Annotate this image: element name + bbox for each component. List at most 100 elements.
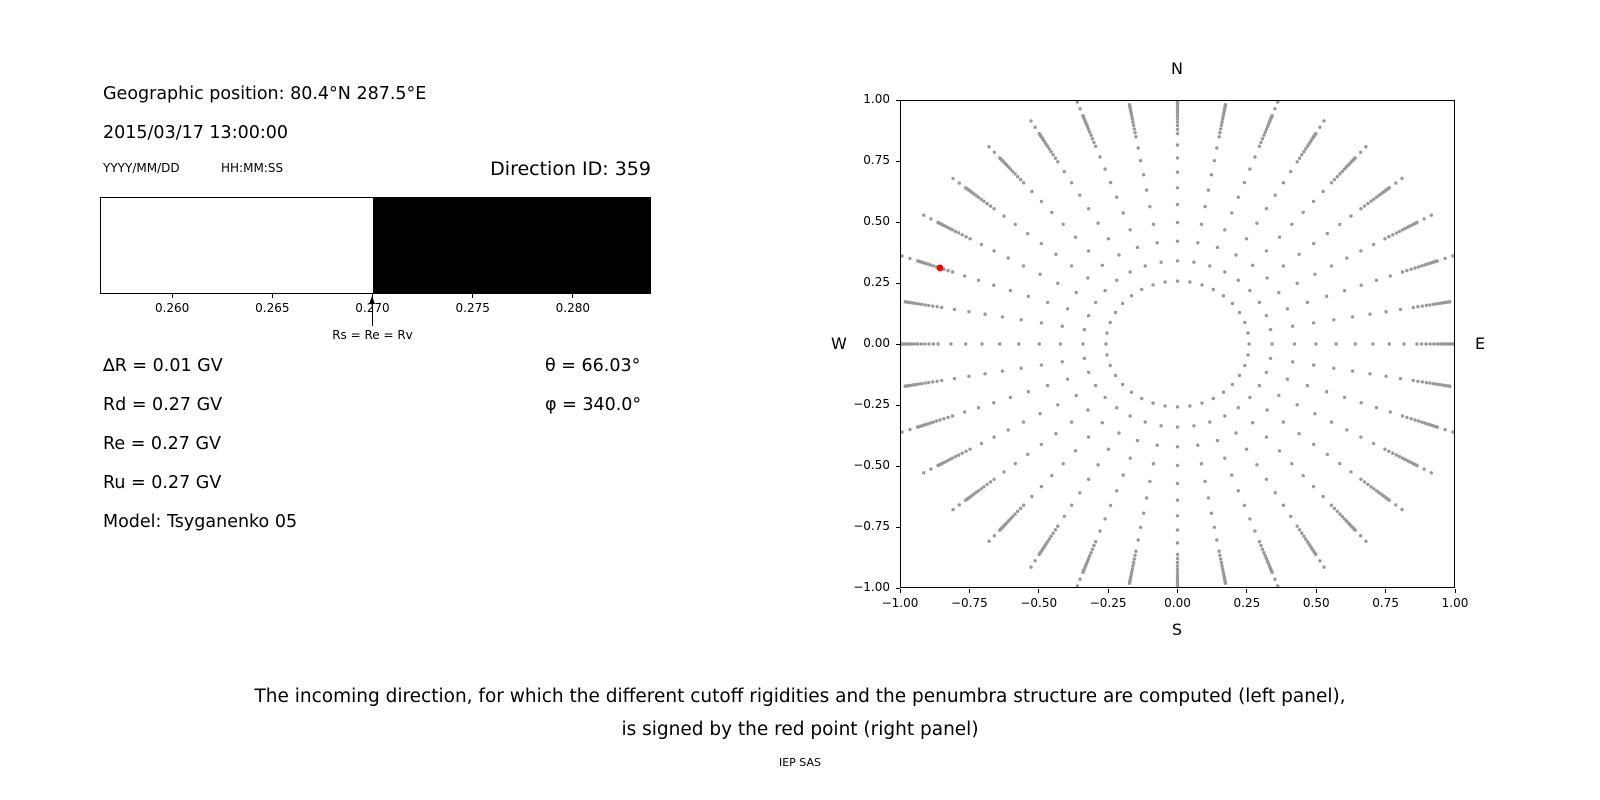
direction-dot — [1220, 120, 1224, 124]
direction-dot — [1359, 435, 1363, 439]
direction-scatter — [901, 101, 1454, 587]
direction-dot — [963, 410, 967, 414]
direction-dot — [1305, 300, 1310, 305]
direction-dot — [1127, 581, 1132, 585]
direction-dot — [1297, 252, 1301, 256]
direction-dot — [1368, 372, 1372, 376]
direction-dot — [1270, 114, 1274, 118]
direction-dot — [1313, 412, 1317, 416]
direction-dot — [1127, 103, 1132, 107]
direction-dot — [1049, 534, 1053, 538]
direction-dot — [1108, 363, 1112, 368]
direction-y-axis: 1.00 0.75 0.50 0.25 0.00 −0.25 −0.50 −0.75 −1.00 — [840, 92, 900, 594]
caption-line-1: The incoming direction, for which the di… — [254, 686, 1346, 707]
direction-dot — [1246, 331, 1250, 335]
direction-dot — [1175, 481, 1180, 486]
direction-dot — [912, 342, 917, 346]
direction-dot — [1089, 551, 1093, 555]
direction-dot — [1262, 133, 1266, 137]
direction-dot — [1251, 263, 1255, 267]
direction-dot — [1236, 278, 1240, 282]
direction-dot — [1452, 342, 1454, 346]
direction-dot — [963, 274, 967, 278]
direction-dot — [1371, 441, 1376, 446]
direction-dot — [982, 485, 986, 489]
direction-dot — [940, 378, 944, 383]
direction-dot — [1008, 395, 1013, 400]
direction-dot — [1006, 256, 1010, 260]
direction-dot — [1218, 131, 1222, 135]
direction-dot — [1082, 356, 1087, 361]
direction-dot — [1045, 383, 1050, 388]
direction-dot — [929, 217, 933, 221]
direction-dot — [1451, 430, 1454, 434]
direction-dot — [915, 342, 920, 346]
direction-dot — [1073, 449, 1078, 453]
direction-dot — [1332, 177, 1337, 182]
direction-dot — [1136, 146, 1140, 150]
direction-dot — [1098, 529, 1102, 533]
direction-dot — [1021, 264, 1026, 268]
direction-dot — [903, 384, 907, 388]
direction-dot — [1006, 428, 1010, 432]
direction-dot — [1264, 477, 1269, 481]
direction-dot — [1358, 534, 1363, 538]
direction-dot — [1215, 146, 1219, 150]
y-tick-mark — [896, 160, 900, 162]
direction-dot — [1242, 180, 1247, 185]
direction-dot — [1400, 507, 1404, 512]
direction-dot — [976, 278, 981, 282]
direction-dot — [1413, 418, 1417, 422]
direction-dot — [1422, 217, 1426, 221]
direction-dot — [916, 382, 921, 386]
direction-dot — [1394, 503, 1398, 507]
direction-dot — [1277, 393, 1281, 398]
direction-dot — [1134, 549, 1138, 553]
direction-dot — [1069, 420, 1074, 424]
direction-dot — [1432, 342, 1436, 346]
direction-dot — [1141, 173, 1146, 177]
direction-dot — [1054, 252, 1058, 256]
direction-dot — [1104, 342, 1108, 346]
direction-dot — [1397, 229, 1402, 234]
x-tick-label: −0.25 — [1089, 596, 1127, 610]
direction-dot — [936, 463, 940, 468]
direction-dot — [1234, 431, 1238, 435]
direction-dot — [1302, 150, 1306, 154]
direction-dot — [1200, 283, 1204, 287]
direction-dot — [1140, 287, 1144, 292]
direction-dot — [1285, 307, 1290, 311]
direction-dot — [979, 197, 983, 201]
direction-dot — [1248, 517, 1252, 521]
phi-value: φ = 340.0° — [545, 395, 642, 415]
direction-dot — [1429, 213, 1433, 217]
direction-dot — [979, 242, 984, 247]
direction-dot — [1345, 428, 1349, 432]
direction-dot — [903, 300, 907, 304]
direction-dot — [992, 477, 996, 481]
direction-dot — [1062, 169, 1066, 174]
compass-label-north: N — [1171, 59, 1183, 78]
direction-dot — [1128, 228, 1132, 232]
penumbra-tick-label: 0.260 — [154, 301, 190, 315]
direction-dot — [1234, 253, 1238, 257]
direction-dot — [1163, 280, 1167, 284]
direction-dot — [1196, 241, 1200, 245]
x-tick-label: −0.75 — [950, 596, 988, 610]
direction-dot — [1155, 443, 1159, 447]
direction-dot — [1223, 581, 1228, 585]
direction-dot — [1053, 528, 1058, 532]
direction-dot — [1088, 554, 1092, 558]
direction-dot — [1051, 153, 1055, 157]
y-tick-mark — [896, 221, 900, 223]
direction-dot — [1400, 270, 1405, 274]
direction-dot — [1262, 551, 1266, 555]
direction-dot — [1219, 561, 1224, 565]
direction-dot — [1402, 342, 1406, 346]
direction-dot — [1338, 222, 1342, 227]
direction-dot — [1420, 420, 1424, 424]
direction-dot — [1074, 393, 1078, 398]
direction-dot — [938, 418, 942, 422]
direction-dot — [1056, 160, 1060, 164]
theta-value: θ = 66.03° — [545, 356, 641, 376]
